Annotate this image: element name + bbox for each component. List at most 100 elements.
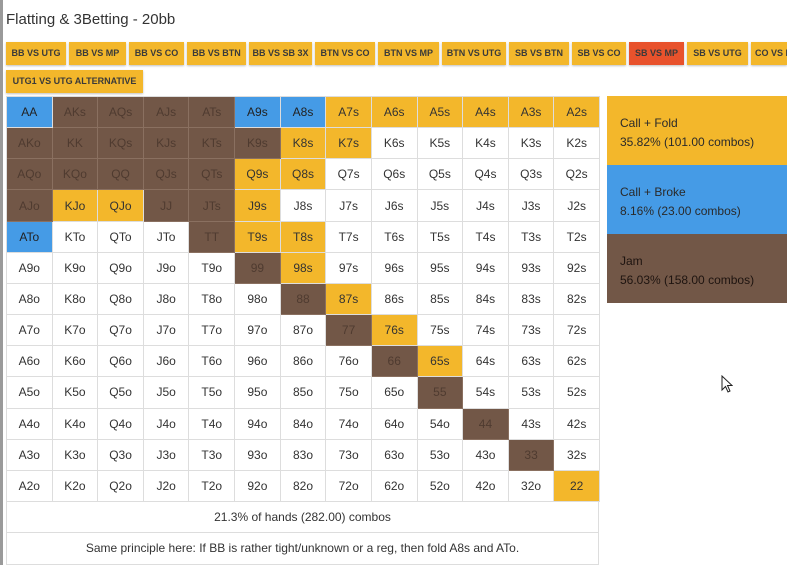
hand-cell[interactable]: 74s [463,315,509,347]
hand-cell[interactable]: 97o [235,315,281,347]
hand-cell[interactable]: 53s [508,377,555,409]
hand-cell[interactable]: J9s [235,190,281,222]
hand-cell[interactable]: J3o [143,439,190,471]
hand-cell[interactable]: QJo [98,190,144,222]
hand-cell[interactable]: 84o [280,408,327,440]
hand-cell[interactable]: 87s [326,283,372,316]
hand-cell[interactable]: K8s [280,128,327,160]
hand-cell[interactable]: T9s [235,221,281,253]
hand-cell[interactable]: 64s [463,346,509,378]
hand-cell[interactable]: 42s [554,408,600,440]
hand-cell[interactable]: QQ [98,159,144,191]
hand-cell[interactable]: 85s [417,283,464,316]
hand-cell[interactable]: T3s [508,221,555,253]
hand-cell[interactable]: AJo [7,190,53,222]
hand-cell[interactable]: K2s [554,128,600,160]
hand-cell[interactable]: AQs [98,97,144,129]
hand-cell[interactable]: A8o [7,283,53,316]
hand-cell[interactable]: J2s [554,190,600,222]
hand-cell[interactable]: 94s [463,252,509,284]
hand-cell[interactable]: Q3s [508,159,555,191]
tab-btn-vs-mp[interactable]: BTN VS MP [378,42,439,65]
hand-cell[interactable]: J5o [143,377,190,409]
hand-cell[interactable]: T5o [189,377,236,409]
hand-cell[interactable]: 65s [417,346,464,378]
hand-cell[interactable]: 55 [417,377,464,409]
hand-cell[interactable]: Q2o [98,470,144,502]
hand-cell[interactable]: J7o [143,315,190,347]
hand-cell[interactable]: 65o [371,377,418,409]
hand-cell[interactable]: A8s [280,97,327,129]
hand-cell[interactable]: T2s [554,221,600,253]
hand-cell[interactable]: K2o [52,470,99,502]
hand-cell[interactable]: 82s [554,283,600,316]
hand-cell[interactable]: T8s [280,221,327,253]
hand-cell[interactable]: QTo [98,221,144,253]
hand-cell[interactable]: K7o [52,315,99,347]
hand-cell[interactable]: 93o [235,439,281,471]
hand-cell[interactable]: K5o [52,377,99,409]
hand-cell[interactable]: QTs [189,159,236,191]
hand-cell[interactable]: KJo [52,190,99,222]
hand-cell[interactable]: 22 [554,470,600,502]
hand-cell[interactable]: K6s [371,128,418,160]
hand-cell[interactable]: Q5o [98,377,144,409]
tab-sb-vs-mp[interactable]: SB VS MP [629,42,684,65]
hand-cell[interactable]: 82o [280,470,327,502]
hand-cell[interactable]: 53o [417,439,464,471]
hand-cell[interactable]: T8o [189,283,236,316]
hand-cell[interactable]: A3o [7,439,53,471]
hand-cell[interactable]: 85o [280,377,327,409]
hand-cell[interactable]: J4s [463,190,509,222]
hand-cell[interactable]: 62o [371,470,418,502]
hand-cell[interactable]: T7s [326,221,372,253]
hand-cell[interactable]: KTs [189,128,236,160]
tab-bb-vs-sb-3x[interactable]: BB VS SB 3X [249,42,312,65]
hand-cell[interactable]: 75s [417,315,464,347]
tab-bb-vs-utg[interactable]: BB VS UTG [6,42,66,65]
hand-cell[interactable]: J4o [143,408,190,440]
hand-cell[interactable]: 52o [417,470,464,502]
hand-cell[interactable]: J6s [371,190,418,222]
hand-cell[interactable]: T4s [463,221,509,253]
hand-cell[interactable]: 73o [326,439,372,471]
hand-cell[interactable]: 54s [463,377,509,409]
hand-cell[interactable]: 83s [508,283,555,316]
hand-cell[interactable]: Q4s [463,159,509,191]
tab-utg1-vs-utg-alternative[interactable]: UTG1 VS UTG ALTERNATIVE [6,70,143,93]
hand-cell[interactable]: 63o [371,439,418,471]
hand-cell[interactable]: J9o [143,252,190,284]
hand-cell[interactable]: A7s [326,97,372,129]
hand-cell[interactable]: A2s [554,97,600,129]
hand-cell[interactable]: 98o [235,283,281,316]
tab-sb-vs-utg[interactable]: SB VS UTG [687,42,748,65]
hand-cell[interactable]: A5s [417,97,464,129]
hand-cell[interactable]: A2o [7,470,53,502]
hand-cell[interactable]: AKo [7,128,53,160]
hand-cell[interactable]: K8o [52,283,99,316]
hand-cell[interactable]: 84s [463,283,509,316]
hand-cell[interactable]: AA [7,97,53,129]
hand-cell[interactable]: KJs [143,128,190,160]
hand-cell[interactable]: K3s [508,128,555,160]
hand-cell[interactable]: 98s [280,252,327,284]
hand-cell[interactable]: T3o [189,439,236,471]
hand-cell[interactable]: A3s [508,97,555,129]
hand-cell[interactable]: 96o [235,346,281,378]
hand-cell[interactable]: KTo [52,221,99,253]
hand-cell[interactable]: Q8s [280,159,327,191]
hand-cell[interactable]: A6o [7,346,53,378]
hand-cell[interactable]: 86o [280,346,327,378]
hand-cell[interactable]: K9s [235,128,281,160]
hand-cell[interactable]: T5s [417,221,464,253]
hand-cell[interactable]: ATs [189,97,236,129]
hand-cell[interactable]: 33 [508,439,555,471]
hand-cell[interactable]: 52s [554,377,600,409]
hand-cell[interactable]: 86s [371,283,418,316]
hand-cell[interactable]: 74o [326,408,372,440]
hand-cell[interactable]: J5s [417,190,464,222]
hand-cell[interactable]: 93s [508,252,555,284]
tab-co-vs-mp[interactable]: CO VS MP [751,42,787,65]
hand-cell[interactable]: A7o [7,315,53,347]
hand-cell[interactable]: JJ [143,190,190,222]
